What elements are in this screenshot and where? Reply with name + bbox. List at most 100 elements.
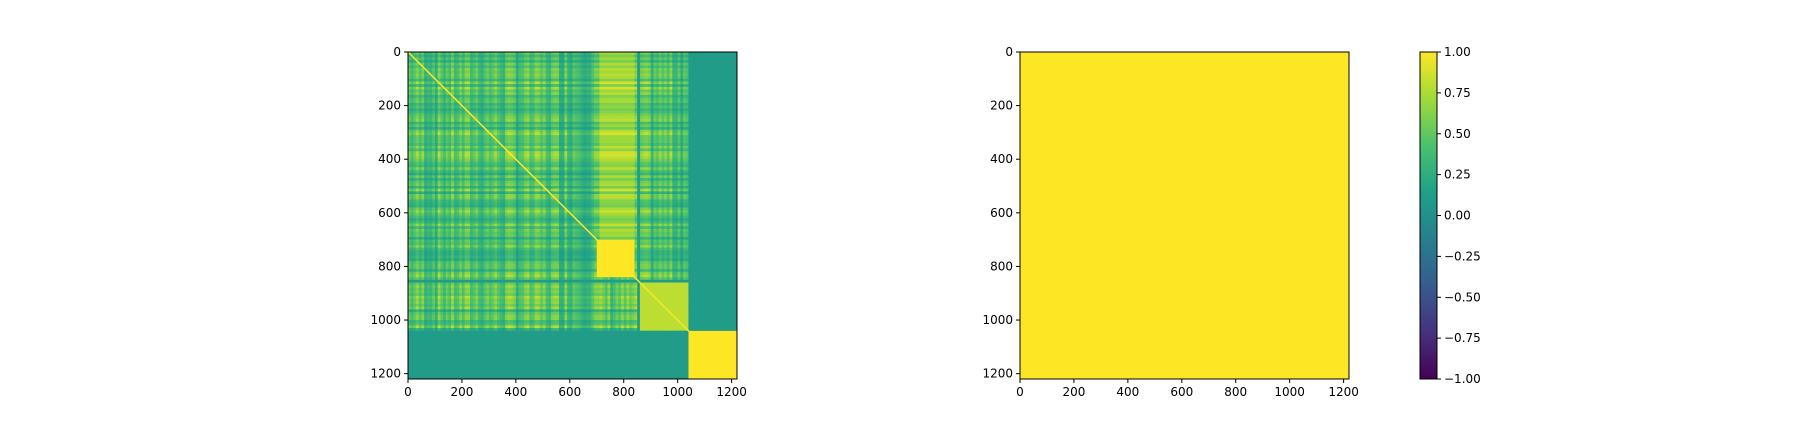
heatmap-cell (680, 54, 684, 58)
heatmap-cell (575, 92, 579, 96)
heatmap-cell (542, 68, 547, 72)
heatmap-cell (496, 116, 501, 120)
heatmap-cell (507, 62, 512, 67)
heatmap-cell (448, 124, 452, 128)
heatmap-cell (507, 124, 512, 128)
heatmap-cell (432, 57, 436, 61)
heatmap-cell (483, 137, 487, 142)
heatmap-cell (564, 52, 568, 56)
heatmap-cell (658, 127, 663, 131)
heatmap-cell (669, 76, 673, 80)
heatmap-cell (459, 148, 463, 152)
heatmap-cell (621, 159, 625, 163)
heatmap-cell (634, 97, 638, 101)
heatmap-cell (467, 92, 471, 96)
heatmap-cell (518, 86, 522, 91)
heatmap-cell (596, 97, 601, 101)
heatmap-cell (443, 68, 447, 72)
heatmap-cell (548, 108, 552, 112)
heatmap-cell (550, 84, 555, 88)
heatmap-cell (631, 110, 636, 115)
heatmap-cell (467, 100, 471, 104)
heatmap-cell (650, 145, 655, 150)
heatmap-cell (437, 68, 441, 72)
heatmap-cell (680, 121, 684, 125)
heatmap-cell (631, 135, 636, 139)
heatmap-cell (629, 97, 633, 101)
heatmap-cell (661, 135, 665, 139)
heatmap-cell (456, 76, 460, 80)
heatmap-cell (623, 68, 628, 72)
heatmap-cell (583, 62, 587, 67)
heatmap-cell (515, 127, 520, 131)
heatmap-cell (656, 100, 660, 104)
heatmap-cell (585, 135, 590, 139)
heatmap-cell (424, 113, 428, 117)
heatmap-cell (421, 86, 425, 91)
heatmap-cell (626, 143, 630, 147)
heatmap-cell (451, 92, 455, 96)
heatmap-cell (413, 143, 417, 147)
heatmap-cell (532, 129, 536, 134)
heatmap-cell (639, 52, 644, 56)
heatmap-cell (451, 148, 455, 152)
heatmap-cell (499, 110, 503, 115)
heatmap-cell (602, 145, 606, 150)
heatmap-cell (548, 81, 552, 85)
heatmap-cell (480, 54, 485, 58)
heatmap-cell (634, 151, 638, 155)
heatmap-cell (410, 78, 414, 83)
heatmap-cell (548, 137, 552, 142)
heatmap-cell (518, 65, 522, 69)
heatmap-cell (532, 86, 536, 91)
heatmap-cell (680, 81, 684, 85)
heatmap-cell (583, 81, 587, 85)
heatmap-cell (594, 132, 598, 136)
heatmap-cell (537, 124, 541, 128)
heatmap-cell (548, 143, 552, 147)
heatmap-cell (523, 119, 528, 123)
heatmap-cell (607, 60, 611, 64)
heatmap-cell (408, 92, 412, 96)
heatmap-cell (621, 121, 625, 125)
heatmap-cell (451, 76, 455, 80)
heatmap-cell (591, 86, 595, 91)
heatmap-cell (604, 81, 609, 85)
heatmap-cell (604, 89, 609, 93)
heatmap-cell (556, 54, 560, 58)
heatmap-cell (537, 151, 541, 155)
heatmap-cell (510, 70, 514, 75)
heatmap-cell (416, 145, 420, 150)
heatmap-cell (526, 135, 530, 139)
heatmap-cell (599, 60, 603, 64)
heatmap-cell (424, 124, 428, 128)
heatmap-cell (470, 145, 474, 150)
heatmap-cell (472, 110, 477, 115)
heatmap-cell (575, 89, 579, 93)
heatmap-cell (472, 127, 477, 131)
heatmap-cell (556, 127, 560, 131)
heatmap-cell (540, 94, 544, 99)
heatmap-cell (569, 108, 574, 112)
heatmap-cell (564, 108, 568, 112)
heatmap-cell (591, 121, 595, 125)
heatmap-cell (523, 86, 528, 91)
heatmap-cell (672, 151, 676, 155)
heatmap-cell (424, 156, 428, 160)
heatmap-cell (669, 60, 673, 64)
heatmap-cell (502, 102, 506, 107)
heatmap-cell (537, 81, 541, 85)
heatmap-cell (542, 110, 547, 115)
heatmap-cell (507, 121, 512, 125)
heatmap-cell (550, 127, 555, 131)
heatmap-cell (488, 119, 493, 123)
heatmap-cell (634, 135, 638, 139)
heatmap-cell (480, 135, 485, 139)
heatmap-cell (513, 60, 517, 64)
heatmap-cell (669, 108, 673, 112)
heatmap-cell (553, 110, 557, 115)
heatmap-cell (540, 84, 544, 88)
heatmap-cell (550, 156, 555, 160)
heatmap-cell (602, 132, 606, 136)
